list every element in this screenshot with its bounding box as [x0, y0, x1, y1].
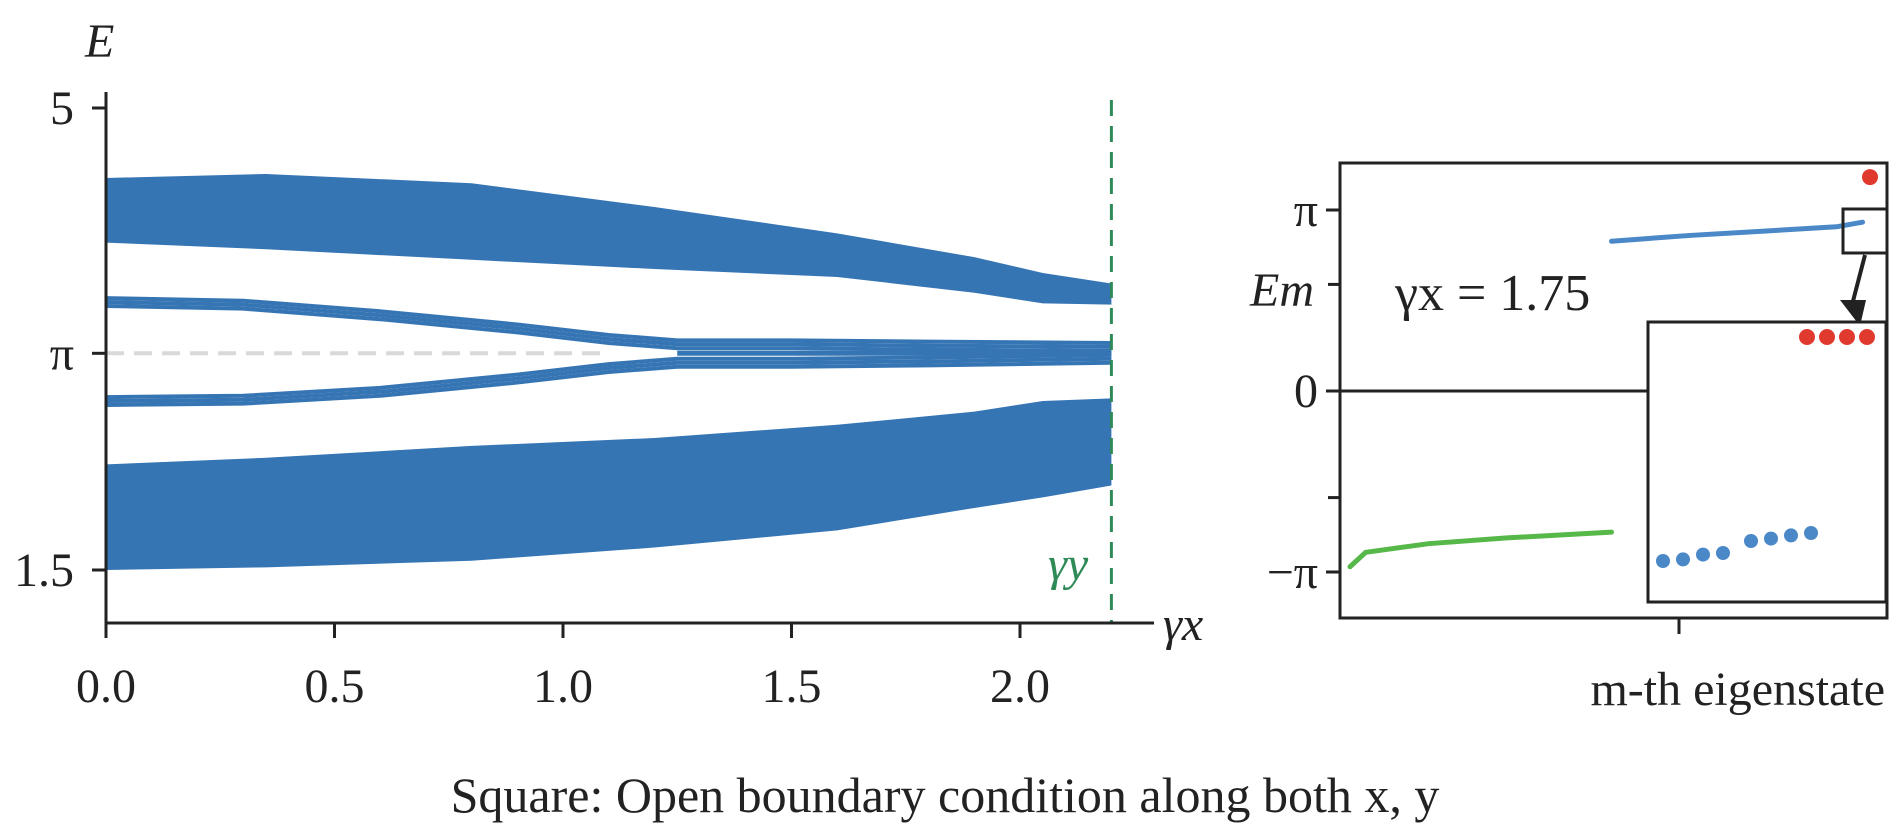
inset-blue-point-4 [1744, 534, 1758, 548]
inset-blue-point-5 [1764, 531, 1778, 546]
series-line-0 [1347, 529, 1614, 570]
y-axis-label: E [84, 15, 114, 68]
em-axis-label: Em [1249, 264, 1314, 317]
x-tick-label-1: 0.5 [305, 660, 365, 713]
inset-blue-point-3 [1716, 546, 1730, 560]
arrow-icon [1840, 300, 1866, 326]
inset-blue-point-6 [1784, 528, 1798, 543]
inset-points [1656, 329, 1875, 568]
inset-red-point-3 [1859, 329, 1875, 345]
edge-state-upper-0 [105, 304, 1112, 353]
chart-canvas: 5 π 1.5 0.0 0.5 1.0 1.5 2.0 E γx γy π 0 −π Em γx… [14, 15, 1889, 716]
x-tick-label-3: 1.5 [762, 660, 822, 713]
x-tick-label-2: 1.0 [533, 660, 593, 713]
series-point-2-0 [1862, 169, 1878, 186]
x-tick-label-4: 2.0 [990, 660, 1050, 713]
y-ticks: 5 π 1.5 [14, 82, 106, 597]
inset-red-point-0 [1799, 329, 1815, 345]
zoom-box [1841, 207, 1889, 255]
lower-band [106, 398, 1112, 570]
edge-state-lower-2 [105, 360, 1112, 407]
y-tick-label-1: π [50, 327, 74, 380]
y-tick-label-0: 5 [50, 82, 74, 135]
edge-state-upper-1 [105, 300, 1112, 349]
x-axis-label: γx [1163, 598, 1203, 651]
gamma-y-label: γy [1048, 538, 1089, 591]
right-y-tick-label-1: 0 [1294, 365, 1318, 418]
edge-state-upper-2 [105, 296, 1112, 345]
x-ticks: 0.0 0.5 1.0 1.5 2.0 [76, 623, 1050, 713]
right-y-tick-label-2: −π [1267, 546, 1318, 599]
arrow-line [1850, 254, 1867, 306]
edge-state-lower-1 [105, 356, 1112, 404]
eigenstate-plot: π 0 −π Em γx = 1.75 m-th eigenstate [1249, 161, 1889, 716]
series-line-1 [1609, 219, 1866, 244]
y-ticks-right: π 0 −π [1267, 184, 1340, 599]
edge-state-lower-0 [105, 352, 1112, 400]
x-axis-label-right: m-th eigenstate [1590, 663, 1885, 716]
gamma-annotation: γx = 1.75 [1394, 265, 1590, 322]
series-group [1347, 169, 1878, 570]
band-spectrum-plot: 5 π 1.5 0.0 0.5 1.0 1.5 2.0 E γx γy [14, 15, 1203, 713]
inset-red-point-1 [1819, 329, 1835, 345]
inset-red-point-2 [1839, 329, 1855, 345]
y-tick-label-2: 1.5 [14, 544, 74, 597]
upper-band [106, 174, 1112, 305]
caption: Square: Open boundary condition along bo… [450, 767, 1440, 823]
inset-blue-point-1 [1676, 552, 1690, 567]
right-y-tick-label-0: π [1294, 184, 1318, 237]
band-area-group [105, 100, 1113, 623]
inset-blue-point-2 [1696, 547, 1710, 562]
inset-blue-point-0 [1656, 554, 1670, 568]
x-tick-label-0: 0.0 [76, 660, 136, 713]
inset-blue-point-7 [1804, 526, 1818, 540]
